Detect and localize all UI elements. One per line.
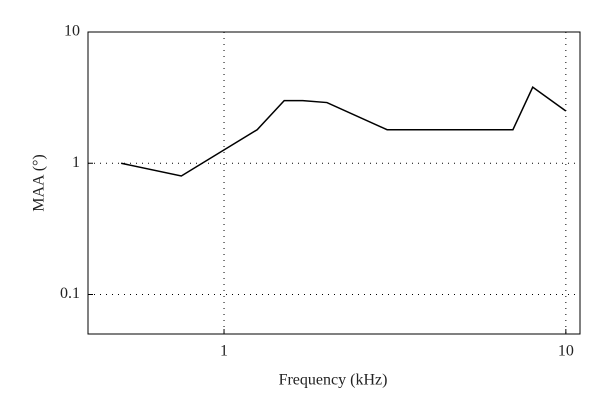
y-axis-label: MAA (°) xyxy=(31,154,48,212)
x-axis-label: Frequency (kHz) xyxy=(279,372,388,389)
x-tick-label: 10 xyxy=(558,343,574,360)
y-tick-label: 1 xyxy=(72,154,80,171)
data-line xyxy=(120,86,567,177)
y-tick-label: 10 xyxy=(64,23,80,40)
x-tick-label: 1 xyxy=(220,343,228,360)
y-tick-label: 0.1 xyxy=(60,285,80,302)
plot-frame xyxy=(87,31,581,335)
